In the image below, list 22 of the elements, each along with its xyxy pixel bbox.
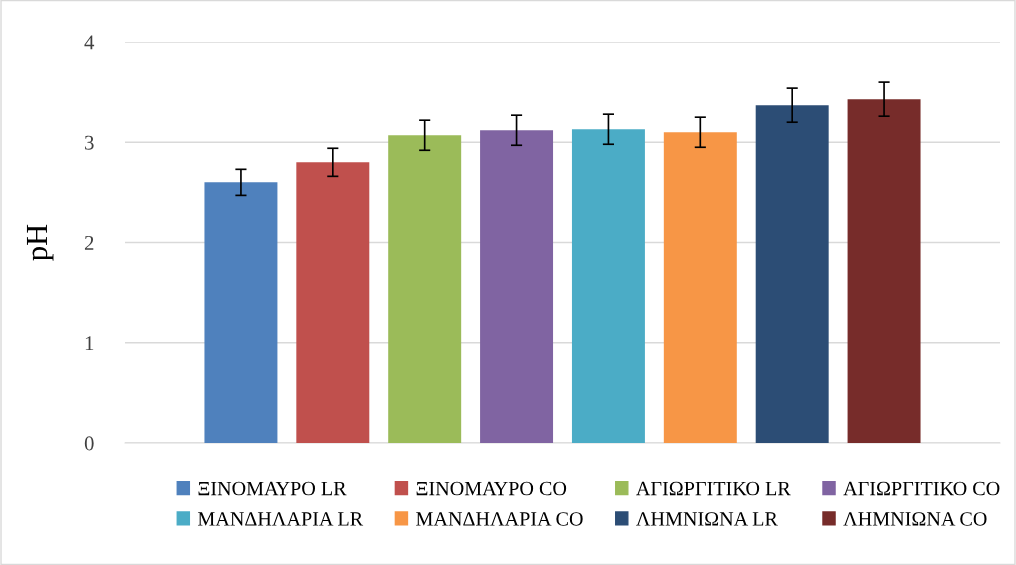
- bar: [847, 99, 921, 443]
- bar: [755, 105, 829, 443]
- bar: [480, 130, 554, 443]
- y-tick-label: 2: [84, 235, 94, 250]
- bar: [204, 182, 278, 443]
- bar: [571, 129, 645, 443]
- y-tick-label: 3: [85, 135, 94, 150]
- legend-label: ΜΑΝΔΗΛΑΡΙΑ CO: [416, 512, 583, 526]
- bar: [388, 135, 462, 443]
- legend-label: ΜΑΝΔΗΛΑΡΙΑ LR: [197, 512, 364, 526]
- y-axis-title: pH: [26, 224, 54, 261]
- y-tick-label: 1: [85, 336, 94, 350]
- legend-label: ΛΗΜΝΙΩΝΑ LR: [636, 512, 778, 526]
- legend-label: ΛΗΜΝΙΩΝΑ CO: [843, 512, 987, 526]
- y-tick-label: 4: [84, 35, 95, 50]
- bar: [663, 132, 737, 443]
- legend-label: ΞΙΝΟΜΑΥΡΟ LR: [198, 481, 347, 496]
- y-tick-label: 0: [84, 436, 94, 451]
- bar: [296, 162, 370, 443]
- legend-label: ΑΓΙΩΡΓΙΤΙΚΟ CO: [843, 481, 1000, 496]
- legend-label: ΑΓΙΩΡΓΙΤΙΚΟ LR: [636, 481, 791, 496]
- legend-label: ΞΙΝΟΜΑΥΡΟ CO: [416, 481, 567, 496]
